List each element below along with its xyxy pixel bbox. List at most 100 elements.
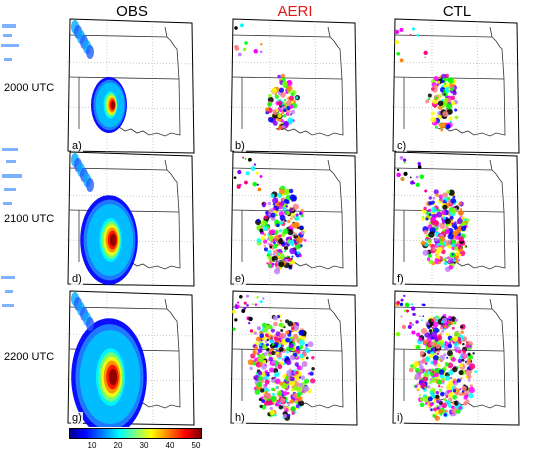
map-panel-b: b) [230, 17, 358, 155]
ensemble-cell [265, 343, 270, 347]
ensemble-cell [299, 344, 304, 350]
ensemble-cell [289, 113, 293, 116]
ensemble-cell [298, 382, 303, 388]
ensemble-cell [447, 343, 453, 349]
ensemble-cell [442, 257, 446, 262]
ensemble-cell [430, 318, 435, 323]
ensemble-cell [269, 339, 274, 344]
ensemble-cell [290, 336, 294, 340]
ensemble-cell [254, 346, 259, 351]
ensemble-cell [403, 171, 408, 176]
ensemble-cell [268, 116, 274, 123]
ensemble-cell [263, 233, 266, 236]
ensemble-cell [451, 409, 456, 414]
ensemble-cell [443, 82, 447, 85]
ensemble-cell [416, 383, 420, 386]
ensemble-cell [462, 354, 467, 359]
ensemble-cell [430, 408, 433, 412]
ensemble-cell [399, 302, 404, 307]
state-borders [393, 298, 506, 409]
ensemble-cell [278, 125, 283, 131]
map-canvas [230, 151, 358, 287]
ensemble-cell [271, 239, 274, 242]
ensemble-cell [293, 234, 299, 239]
ensemble-cell [458, 202, 462, 206]
ensemble-cell [455, 409, 461, 414]
ensemble-cell [267, 102, 272, 107]
ensemble-cell [411, 330, 416, 335]
ensemble-cell [418, 337, 423, 342]
map-canvas [67, 151, 195, 287]
ensemble-cell [286, 79, 292, 85]
reflectivity-contour [111, 101, 115, 109]
ensemble-cell [257, 187, 262, 192]
ensemble-cell [446, 385, 452, 391]
ensemble-cell [293, 238, 296, 242]
ensemble-cell [277, 344, 281, 348]
ensemble-cell [435, 390, 440, 395]
graticule-line [230, 239, 358, 243]
ensemble-cell [466, 374, 472, 380]
ensemble-cell [463, 218, 467, 222]
ensemble-cell [276, 403, 280, 407]
ensemble-cell [423, 395, 430, 403]
ensemble-cell [270, 212, 276, 218]
graticule-line [392, 239, 520, 243]
ensemble-cell [289, 95, 295, 101]
ensemble-cell [259, 50, 263, 54]
ensemble-cell [279, 319, 283, 322]
ensemble-cell [464, 394, 469, 398]
ensemble-cell [278, 202, 282, 206]
reflectivity-streak [86, 45, 94, 59]
ensemble-cell [239, 23, 244, 28]
ensemble-cell [271, 392, 275, 396]
ensemble-cell [286, 370, 292, 376]
ensemble-cell [458, 210, 464, 216]
ensemble-cell [289, 355, 296, 361]
ensemble-cell [459, 388, 462, 391]
ensemble-cell [258, 397, 262, 401]
ensemble-cell [259, 174, 263, 178]
ensemble-cell [268, 208, 274, 213]
ensemble-cell [422, 315, 425, 318]
ensemble-cell [287, 402, 291, 406]
ensemble-cell [443, 397, 447, 402]
ensemble-cell [300, 208, 304, 212]
ensemble-cell [275, 213, 278, 217]
ensemble-cell [455, 228, 461, 234]
ensemble-cell [438, 404, 442, 408]
ensemble-cell [403, 309, 407, 313]
panel-label: h) [234, 412, 246, 424]
ensemble-cell [438, 399, 441, 402]
graticule-line [392, 61, 520, 65]
ensemble-cell [437, 379, 443, 385]
ensemble-cell [434, 415, 440, 421]
ensemble-cell [294, 217, 297, 220]
ensemble-cell [278, 234, 282, 238]
ensemble-cell [278, 229, 283, 233]
ensemble-cell [285, 100, 292, 107]
ensemble-cell [274, 94, 279, 99]
ensemble-cell [253, 163, 257, 166]
ensemble-cell [264, 375, 269, 380]
ensemble-cell [273, 336, 279, 342]
ensemble-cell [269, 367, 275, 373]
ensemble-cell [287, 229, 294, 236]
ensemble-cell [277, 252, 280, 256]
ensemble-cell [259, 300, 263, 304]
ensemble-cell [232, 309, 236, 314]
ensemble-cell [410, 176, 412, 179]
ensemble-cell [400, 315, 403, 318]
ensemble-cell [300, 214, 304, 218]
ensemble-cell [423, 50, 428, 56]
graticule-line [230, 106, 358, 110]
ensemble-cell [265, 333, 269, 338]
ensemble-cell [432, 196, 436, 200]
ensemble-cell [451, 405, 455, 409]
ensemble-cell [468, 344, 472, 348]
ensemble-cell [402, 158, 407, 162]
ensemble-cell [233, 176, 237, 179]
panel-label: a) [71, 140, 83, 152]
ensemble-cell [453, 342, 459, 347]
ensemble-cell [452, 380, 456, 384]
